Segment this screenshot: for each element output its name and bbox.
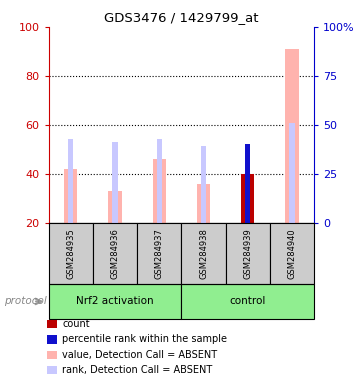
Text: percentile rank within the sample: percentile rank within the sample [62, 334, 227, 344]
Text: GSM284935: GSM284935 [66, 228, 75, 279]
Text: count: count [62, 319, 90, 329]
Bar [245, 144, 251, 223]
Bar [289, 123, 295, 223]
Text: control: control [230, 296, 266, 306]
Bar [181, 284, 314, 319]
Text: GSM284937: GSM284937 [155, 228, 164, 279]
Text: GSM284939: GSM284939 [243, 228, 252, 279]
Text: GSM284936: GSM284936 [110, 228, 119, 279]
Bar [137, 223, 182, 284]
Bar [93, 223, 137, 284]
Text: rank, Detection Call = ABSENT: rank, Detection Call = ABSENT [62, 365, 212, 375]
Bar [49, 223, 93, 284]
Bar [157, 139, 162, 223]
Text: value, Detection Call = ABSENT: value, Detection Call = ABSENT [62, 350, 217, 360]
Bar [108, 191, 122, 223]
Text: Nrf2 activation: Nrf2 activation [76, 296, 154, 306]
Bar [181, 223, 226, 284]
Bar [112, 142, 118, 223]
Text: GSM284938: GSM284938 [199, 228, 208, 279]
Bar [226, 223, 270, 284]
Title: GDS3476 / 1429799_at: GDS3476 / 1429799_at [104, 11, 258, 24]
Bar [197, 184, 210, 223]
Bar [270, 223, 314, 284]
Bar [153, 159, 166, 223]
Text: protocol: protocol [4, 296, 46, 306]
Bar [201, 146, 206, 223]
Bar [64, 169, 78, 223]
Bar [68, 139, 74, 223]
Bar [49, 284, 181, 319]
Text: GSM284940: GSM284940 [287, 228, 296, 279]
Bar [241, 174, 255, 223]
Bar [285, 49, 299, 223]
